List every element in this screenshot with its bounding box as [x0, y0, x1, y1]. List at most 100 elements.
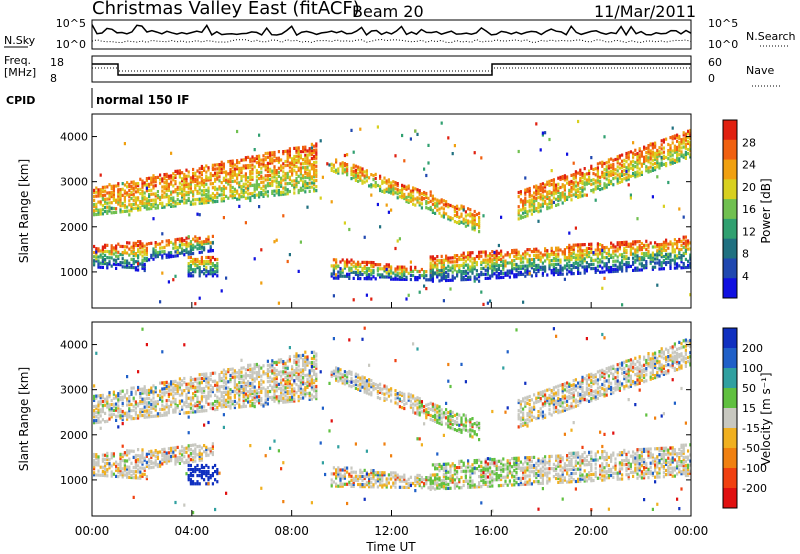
heatmap-cell — [181, 379, 184, 383]
heatmap-cell — [214, 179, 217, 183]
heatmap-cell — [396, 196, 399, 200]
heatmap-cell — [269, 177, 272, 181]
heatmap-cell — [95, 212, 98, 217]
heatmap-cell — [537, 195, 540, 200]
heatmap-cell — [260, 166, 263, 170]
heatmap-cell — [447, 258, 450, 262]
heatmap-cell — [242, 380, 245, 384]
heatmap-cell — [513, 259, 516, 263]
heatmap-cell — [189, 255, 192, 260]
heatmap-cell — [374, 181, 377, 185]
heatmap-cell — [394, 277, 397, 281]
heatmap-cell — [596, 168, 599, 172]
heatmap-cell — [220, 187, 223, 191]
heatmap-cell — [148, 258, 151, 262]
heatmap-cell — [275, 191, 278, 195]
heatmap-cell — [533, 268, 536, 272]
heatmap-cell — [229, 377, 232, 382]
heatmap-cell — [636, 256, 639, 260]
heatmap-cell — [396, 239, 399, 243]
heatmap-cell — [189, 382, 192, 386]
heatmap-cell — [244, 384, 247, 388]
heatmap-cell — [469, 277, 472, 281]
heatmap-cell — [156, 452, 159, 456]
heatmap-cell — [123, 461, 126, 465]
heatmap-cell — [95, 394, 98, 398]
heatmap-cell — [684, 132, 687, 136]
heatmap-cell — [662, 138, 665, 142]
heatmap-cell — [170, 180, 173, 184]
heatmap-cell — [143, 268, 146, 273]
heatmap-cell — [101, 457, 104, 461]
heatmap-cell — [559, 196, 562, 200]
heatmap-cell — [198, 197, 201, 201]
heatmap-cell — [282, 166, 285, 170]
heatmap-cell — [563, 178, 566, 182]
heatmap-cell — [612, 168, 615, 173]
heatmap-cell — [616, 177, 619, 181]
heatmap-cell — [229, 174, 232, 178]
heatmap-cell — [200, 456, 203, 460]
heatmap-cell — [198, 400, 201, 404]
heatmap-cell — [513, 267, 516, 271]
heatmap-cell — [621, 171, 624, 175]
heatmap-cell — [297, 150, 300, 154]
heatmap-cell — [381, 181, 384, 185]
heatmap-cell — [170, 198, 173, 202]
heatmap-cell — [227, 386, 230, 390]
heatmap-cell — [207, 376, 210, 380]
heatmap-cell — [464, 259, 467, 263]
heatmap-cell — [438, 201, 441, 205]
heatmap-cell — [145, 189, 148, 193]
heatmap-cell — [651, 162, 654, 166]
heatmap-cell — [376, 267, 379, 271]
heatmap-cell — [447, 136, 450, 140]
heatmap-cell — [134, 464, 137, 468]
heatmap-cell — [189, 252, 192, 256]
heatmap-cell — [634, 173, 637, 177]
velocity-heatmap-cells — [93, 326, 692, 515]
heatmap-cell — [258, 177, 261, 181]
heatmap-cell — [205, 400, 208, 405]
heatmap-cell — [126, 245, 129, 249]
heatmap-cell — [566, 152, 569, 156]
heatmap-cell — [236, 177, 239, 181]
heatmap-cell — [643, 252, 646, 256]
heatmap-cell — [310, 177, 313, 181]
heatmap-cell — [431, 255, 434, 259]
nave-label: Nave — [746, 64, 774, 77]
heatmap-cell — [623, 246, 626, 251]
heatmap-cell — [676, 153, 679, 158]
heatmap-cell — [513, 250, 516, 255]
heatmap-cell — [394, 191, 397, 195]
heatmap-cell — [150, 182, 153, 186]
heatmap-cell — [588, 246, 591, 250]
heatmap-cell — [557, 182, 560, 186]
heatmap-cell — [128, 465, 131, 469]
heatmap-cell — [264, 158, 267, 162]
heatmap-cell — [148, 403, 151, 407]
heatmap-cell — [638, 268, 641, 272]
heatmap-cell — [511, 263, 514, 267]
heatmap-cell — [176, 391, 179, 395]
heatmap-cell — [495, 255, 498, 260]
heatmap-cell — [533, 257, 536, 262]
heatmap-cell — [93, 203, 96, 207]
heatmap-cell — [205, 449, 208, 453]
heatmap-cell — [687, 265, 690, 269]
heatmap-cell — [189, 443, 192, 448]
heatmap-cell — [148, 450, 151, 454]
heatmap-cell — [662, 156, 665, 160]
heatmap-cell — [121, 204, 124, 208]
heatmap-cell — [563, 186, 566, 190]
heatmap-cell — [121, 193, 124, 197]
heatmap-cell — [383, 265, 386, 269]
heatmap-cell — [110, 248, 113, 252]
heatmap-cell — [189, 178, 192, 182]
heatmap-cell — [687, 139, 690, 143]
heatmap-cell — [526, 248, 529, 252]
heatmap-cell — [471, 271, 474, 275]
heatmap-cell — [137, 454, 140, 458]
heatmap-cell — [462, 265, 465, 269]
heatmap-cell — [583, 167, 586, 171]
